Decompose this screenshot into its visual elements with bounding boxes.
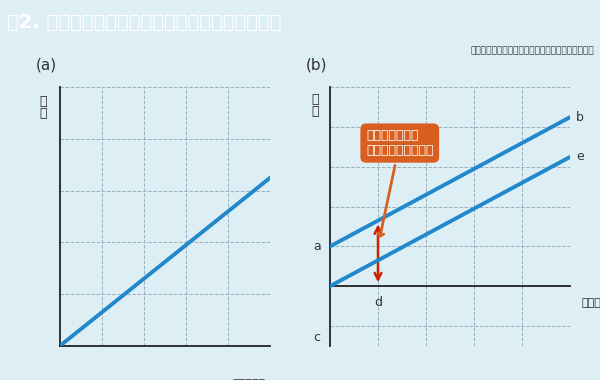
Text: 税
額: 税 額 [40, 95, 47, 120]
Text: c: c [313, 331, 320, 344]
Text: 図2. 税額控除、ベーシックインカム、負の所得税: 図2. 税額控除、ベーシックインカム、負の所得税 [7, 13, 282, 32]
Text: 出所：山森亮『ベーシック・インカム入門』光文社: 出所：山森亮『ベーシック・インカム入門』光文社 [470, 47, 594, 56]
Text: 課税前所得: 課税前所得 [582, 298, 600, 308]
Text: 税額控除または
ベーシックインカム: 税額控除または ベーシックインカム [366, 129, 433, 236]
Text: a: a [313, 240, 320, 253]
Text: 税
額: 税 額 [312, 93, 319, 118]
Text: (b): (b) [306, 57, 328, 72]
Text: 課税前所得: 課税前所得 [233, 379, 266, 380]
Text: b: b [576, 111, 584, 124]
Text: d: d [374, 296, 382, 309]
Text: e: e [576, 150, 584, 163]
Text: (a): (a) [36, 57, 57, 72]
